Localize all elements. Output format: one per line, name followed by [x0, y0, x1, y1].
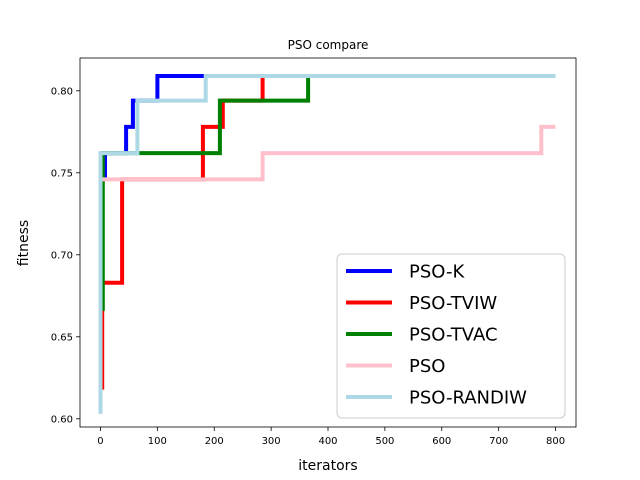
x-tick-label: 200 [205, 436, 224, 447]
legend-label-pso: PSO [409, 356, 445, 377]
y-tick-label: 0.60 [51, 414, 73, 425]
x-tick-label: 700 [489, 436, 508, 447]
x-tick-label: 800 [546, 436, 565, 447]
series-line-pso [100, 124, 556, 182]
chart-title: PSO compare [288, 38, 369, 52]
series-line-pso-k [99, 74, 556, 259]
series-line-pso-tvac [100, 74, 556, 311]
x-axis-title: iterators [298, 458, 357, 474]
legend-label-pso-k: PSO-K [409, 262, 465, 283]
x-axis: 0 100 200 300 400 500 600 700 800 [97, 427, 565, 447]
y-axis-title: fitness [16, 220, 32, 266]
y-tick-label: 0.70 [51, 250, 73, 261]
x-tick-label: 300 [262, 436, 281, 447]
legend-label-pso-tviw: PSO-TVIW [409, 293, 497, 314]
x-tick-label: 600 [432, 436, 451, 447]
legend-box [336, 253, 566, 419]
legend-label-pso-tvac: PSO-TVAC [409, 325, 498, 346]
y-tick-label: 0.75 [51, 168, 73, 179]
y-tick-label: 0.80 [51, 86, 73, 97]
y-tick-label: 0.65 [51, 332, 73, 343]
legend: PSO-K PSO-TVIW PSO-TVAC PSO PSO-RANDIW [336, 253, 566, 419]
y-axis: 0.60 0.65 0.70 0.75 0.80 [51, 86, 80, 425]
x-tick-label: 500 [375, 436, 394, 447]
series-layer [98, 74, 556, 414]
x-tick-label: 400 [318, 436, 337, 447]
legend-label-pso-randiw: PSO-RANDIW [409, 388, 527, 409]
series-line-pso-randiw [98, 74, 556, 414]
x-tick-label: 0 [97, 436, 103, 447]
x-tick-label: 100 [148, 436, 167, 447]
